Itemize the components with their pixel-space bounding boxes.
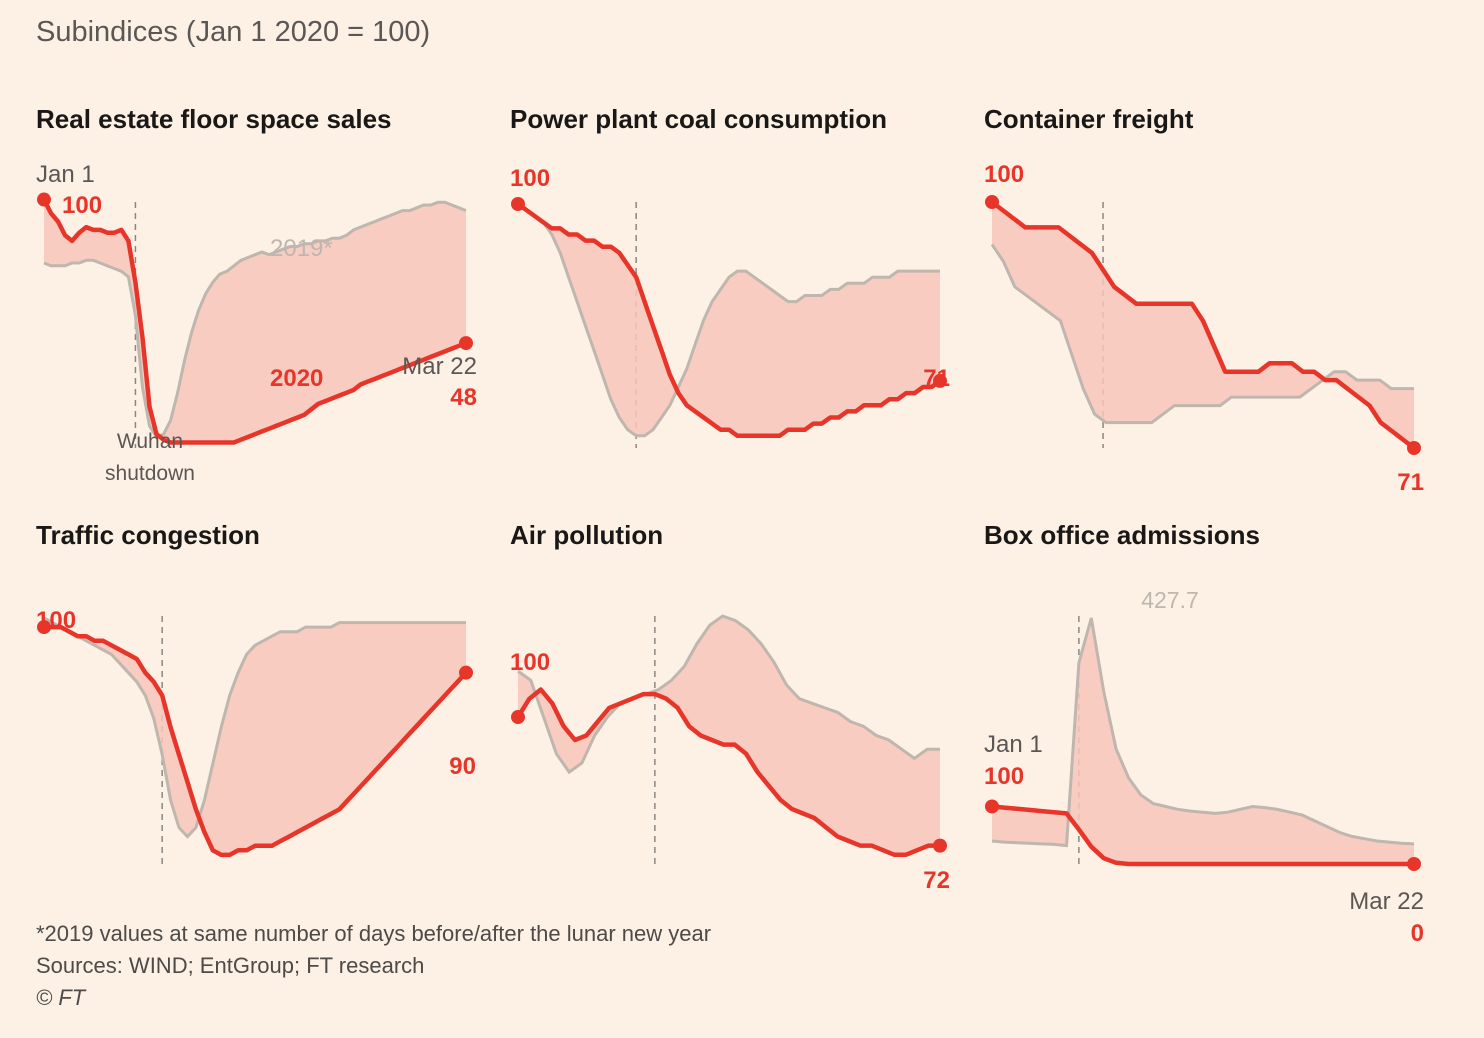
start-label: Jan 1: [984, 731, 1043, 758]
end-value: 0: [1411, 920, 1424, 947]
shutdown-label: Wuhan: [117, 430, 183, 453]
start-value: 100: [984, 161, 1024, 188]
start-dot: [985, 799, 999, 814]
line-2019: [990, 243, 1414, 425]
start-value: 100: [36, 607, 76, 634]
start-value: 100: [510, 649, 550, 676]
chart-svg: 100 71: [984, 161, 1424, 496]
shutdown-label: shutdown: [105, 462, 195, 485]
copyright: © FT: [36, 985, 86, 1010]
footnote: *2019 values at same number of days befo…: [36, 921, 712, 946]
line-2020: [516, 202, 942, 439]
start-value: 100: [510, 165, 550, 192]
panel-air: Air pollution 100 72: [510, 520, 980, 900]
start-value: 100: [984, 763, 1024, 790]
panel-title: Container freight: [984, 104, 1194, 134]
label-2019: 2019*: [270, 235, 333, 262]
line-2019: [43, 200, 467, 439]
start-dot: [985, 195, 999, 209]
end-value: 71: [923, 365, 950, 392]
panel-box-office: Box office admissions 427.7 Jan 1 100 Ma…: [984, 520, 1454, 950]
panel-title: Power plant coal consumption: [510, 104, 888, 134]
line-2019: [991, 617, 1415, 848]
line-2019: [517, 614, 940, 775]
panel-traffic: Traffic congestion 100 90: [36, 520, 506, 900]
line-2019: [517, 202, 940, 438]
chart-svg: 100 71: [510, 165, 950, 448]
footer: *2019 values at same number of days befo…: [36, 918, 711, 1014]
sources: Sources: WIND; EntGroup; FT research: [36, 953, 425, 978]
fill-gap: [992, 618, 1414, 864]
start-value: 100: [62, 192, 102, 219]
end-value: 90: [449, 753, 476, 780]
chart-svg: 427.7 Jan 1 100 Mar 22 0: [984, 587, 1424, 947]
chart-svg: Jan 1 100 2019* 2020 Mar 22 48 Wuhan shu…: [36, 161, 477, 485]
end-value: 71: [1397, 469, 1424, 496]
start-label: Jan 1: [36, 161, 95, 188]
chart-svg: 100 90: [36, 607, 476, 864]
fill-gap: [44, 199, 466, 443]
panel-coal: Power plant coal consumption 100 71: [510, 104, 980, 504]
line-2020: [990, 200, 1416, 450]
label-2020: 2020: [270, 365, 323, 392]
panel-title: Box office admissions: [984, 520, 1260, 550]
line-2019: [43, 616, 466, 839]
end-dot: [459, 665, 473, 680]
end-dot: [459, 336, 473, 351]
end-dot: [1407, 441, 1421, 455]
end-label: Mar 22: [402, 353, 477, 380]
chart-svg: 100 72: [510, 614, 950, 894]
end-dot: [933, 373, 947, 388]
fill-gap: [518, 616, 940, 855]
peak-value: 427.7: [1141, 587, 1199, 613]
start-dot: [37, 620, 51, 635]
line-2020: [516, 687, 940, 858]
line-2020: [991, 804, 1414, 867]
line-2020: [44, 624, 468, 858]
end-dot: [1407, 857, 1421, 871]
panel-title: Traffic congestion: [36, 520, 260, 550]
fill-gap: [44, 618, 466, 855]
line-2020: [41, 198, 467, 445]
start-dot: [511, 197, 525, 211]
end-value: 48: [450, 384, 477, 411]
start-dot: [511, 710, 525, 725]
end-label: Mar 22: [1349, 888, 1424, 915]
chart-heading: Subindices (Jan 1 2020 = 100): [36, 16, 431, 48]
end-value: 72: [923, 867, 950, 894]
panel-title: Real estate floor space sales: [36, 104, 392, 134]
end-dot: [933, 838, 947, 853]
panel-title: Air pollution: [510, 520, 664, 550]
start-dot: [37, 192, 51, 207]
panel-container: Container freight 100 71: [984, 104, 1454, 504]
panel-real-estate: Real estate floor space sales Jan 1 100 …: [36, 104, 506, 504]
